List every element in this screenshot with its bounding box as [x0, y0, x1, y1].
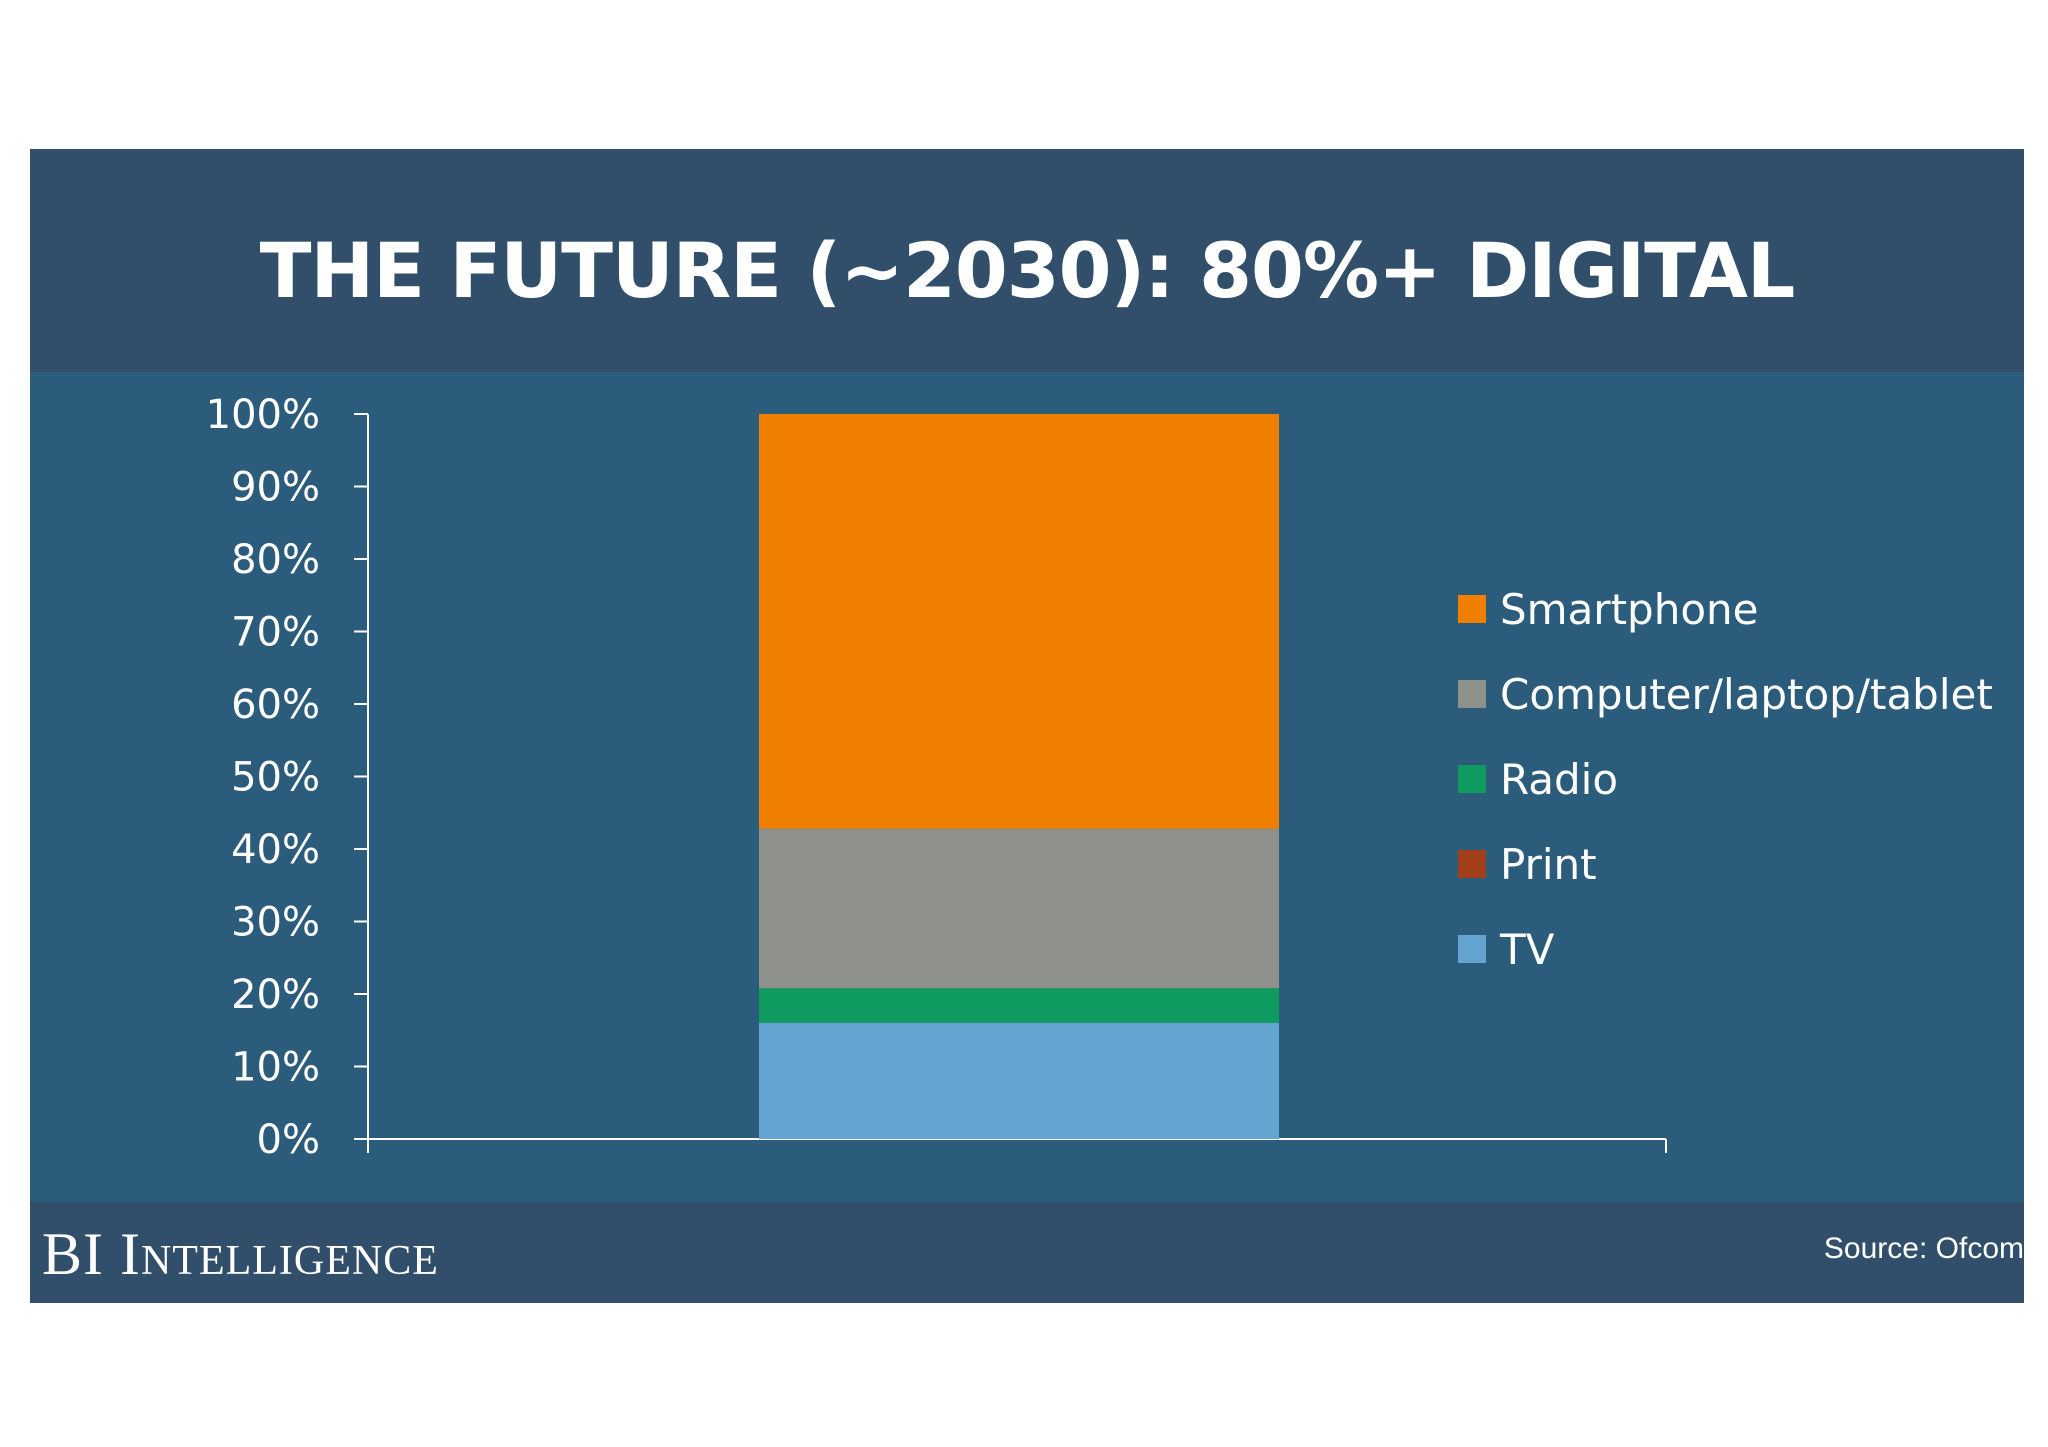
y-tick-label: 90% — [231, 465, 320, 511]
y-tick-label: 40% — [231, 827, 320, 873]
legend-label: Radio — [1500, 755, 1618, 804]
footer-band: BI Intelligence Source: Ofcom — [30, 1202, 2024, 1303]
y-tick-label: 0% — [257, 1117, 320, 1163]
y-tick-label: 60% — [231, 682, 320, 728]
y-tick-label: 70% — [231, 610, 320, 656]
chart-title: THE FUTURE (~2030): 80%+ DIGITAL — [259, 226, 1796, 315]
y-tick-label: 20% — [231, 972, 320, 1018]
legend-swatch — [1458, 935, 1486, 963]
legend: Smartphone Computer/laptop/tablet Radio Pri… — [1458, 585, 1993, 974]
bar-segment-smartphone — [759, 414, 1279, 829]
bar-segment-tv — [759, 1023, 1279, 1139]
bar-segment-radio — [759, 988, 1279, 1023]
legend-swatch — [1458, 765, 1486, 793]
source-note: Source: Ofcom — [1823, 1232, 2024, 1265]
bar-segment-computer-laptop-tablet — [759, 828, 1279, 989]
legend-label: Computer/laptop/tablet — [1500, 670, 1993, 719]
y-tick-label: 10% — [231, 1045, 320, 1091]
y-tick-label: 100% — [206, 392, 320, 438]
slide: THE FUTURE (~2030): 80%+ DIGITAL 0% 10% 20… — [30, 149, 2024, 1303]
legend-label: Smartphone — [1500, 585, 1758, 634]
y-tick-label: 50% — [231, 755, 320, 801]
y-tick-label: 80% — [231, 537, 320, 583]
legend-label: TV — [1499, 925, 1555, 974]
y-tick-label: 30% — [231, 900, 320, 946]
legend-swatch — [1458, 595, 1486, 623]
legend-swatch — [1458, 850, 1486, 878]
chart: 0% 10% 20% 30% 40% 50% 60% 70% 80% 90% 100% Smartp… — [206, 392, 1993, 1163]
legend-label: Print — [1500, 840, 1597, 889]
title-band: THE FUTURE (~2030): 80%+ DIGITAL — [30, 149, 2024, 372]
legend-swatch — [1458, 680, 1486, 708]
y-axis: 0% 10% 20% 30% 40% 50% 60% 70% 80% 90% 100% — [206, 392, 1667, 1163]
brand-logo: BI Intelligence — [42, 1221, 439, 1287]
bars — [759, 414, 1279, 1139]
